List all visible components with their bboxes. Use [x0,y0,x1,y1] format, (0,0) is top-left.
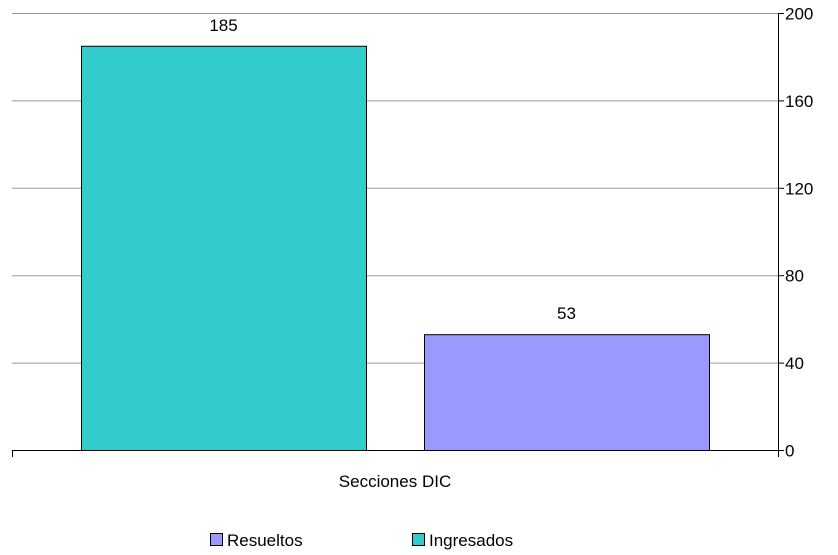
data-label-ingresados: 185 [209,16,237,35]
category-label: Secciones DIC [339,472,451,491]
legend-label-ingresados: Ingresados [429,531,513,550]
legend: Resueltos Ingresados [210,531,513,550]
y-axis-ticks: 0 40 80 120 160 200 [778,5,813,461]
y-tick-label-200: 200 [785,5,813,24]
y-tick-label-0: 0 [785,442,794,461]
data-label-resueltos: 53 [557,304,576,323]
bars [81,45,710,452]
y-tick-label-80: 80 [785,267,804,286]
legend-swatch-resueltos [210,533,223,546]
y-tick-label-120: 120 [785,179,813,198]
y-tick-label-160: 160 [785,92,813,111]
x-axis-ticks [12,450,779,457]
y-tick-label-40: 40 [785,354,804,373]
legend-swatch-ingresados [412,533,425,546]
legend-label-resueltos: Resueltos [227,531,303,550]
data-labels: 185 53 [209,16,576,323]
category-labels: Secciones DIC [339,472,451,491]
bar-resueltos [424,334,710,452]
bar-ingresados [81,45,367,452]
